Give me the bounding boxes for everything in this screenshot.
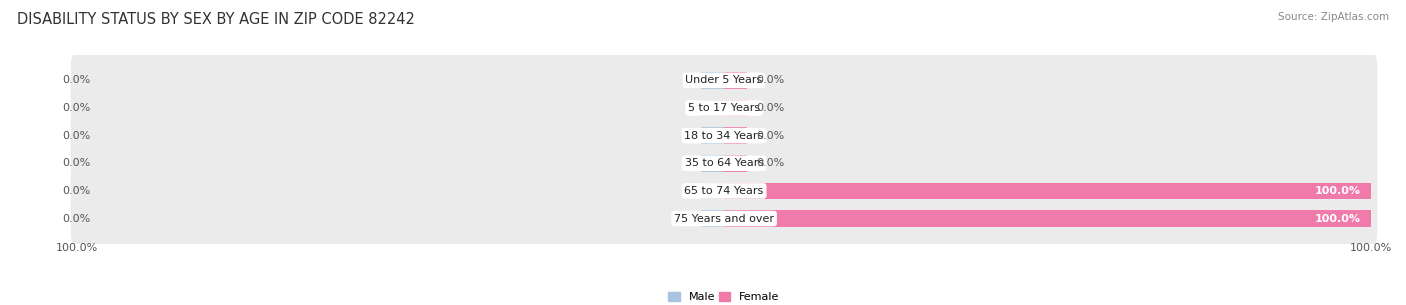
Bar [724,100,747,116]
Text: 5 to 17 Years: 5 to 17 Years [688,103,761,113]
Bar [724,210,1371,227]
Text: Source: ZipAtlas.com: Source: ZipAtlas.com [1278,12,1389,22]
Text: DISABILITY STATUS BY SEX BY AGE IN ZIP CODE 82242: DISABILITY STATUS BY SEX BY AGE IN ZIP C… [17,12,415,27]
Text: 0.0%: 0.0% [756,75,785,85]
FancyBboxPatch shape [70,166,1378,216]
Text: 100.0%: 100.0% [1315,214,1361,224]
Bar [702,100,724,116]
Text: 0.0%: 0.0% [62,131,90,141]
Bar [724,155,747,171]
Text: 35 to 64 Years: 35 to 64 Years [685,158,763,168]
Bar [724,127,747,144]
Text: 0.0%: 0.0% [62,158,90,168]
Bar [702,72,724,89]
Bar [702,210,724,227]
Text: 100.0%: 100.0% [1315,186,1361,196]
Text: 0.0%: 0.0% [62,186,90,196]
Text: 0.0%: 0.0% [62,214,90,224]
Text: 75 Years and over: 75 Years and over [673,214,775,224]
Text: 0.0%: 0.0% [62,75,90,85]
Bar [702,183,724,199]
FancyBboxPatch shape [70,138,1378,189]
Bar [724,72,747,89]
Bar [724,183,1371,199]
FancyBboxPatch shape [70,55,1378,106]
Text: 0.0%: 0.0% [62,103,90,113]
Text: Under 5 Years: Under 5 Years [686,75,762,85]
Text: 0.0%: 0.0% [756,103,785,113]
Legend: Male, Female: Male, Female [664,287,785,305]
FancyBboxPatch shape [70,193,1378,244]
FancyBboxPatch shape [70,83,1378,133]
Bar [702,155,724,171]
Text: 0.0%: 0.0% [756,131,785,141]
FancyBboxPatch shape [70,110,1378,161]
Bar [702,127,724,144]
Text: 0.0%: 0.0% [756,158,785,168]
Text: 65 to 74 Years: 65 to 74 Years [685,186,763,196]
Text: 18 to 34 Years: 18 to 34 Years [685,131,763,141]
